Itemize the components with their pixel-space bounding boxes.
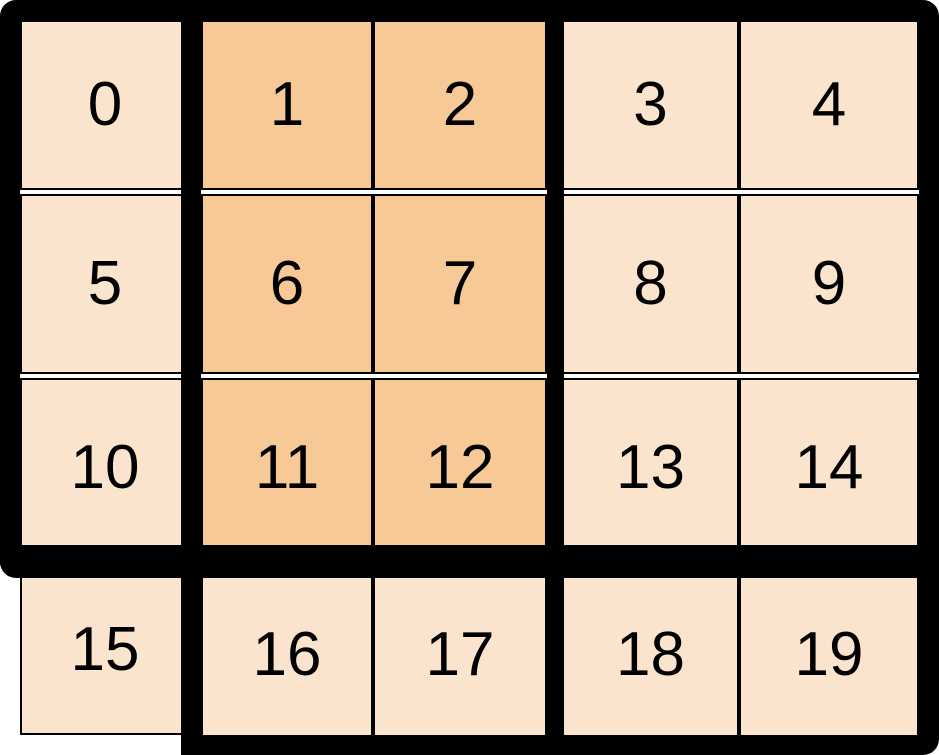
cell-label: 3 xyxy=(633,70,668,139)
grid-cell-5[interactable]: 5 xyxy=(20,194,190,374)
grid-cell-2[interactable]: 2 xyxy=(373,20,547,190)
cell-label: 14 xyxy=(794,433,864,502)
grid-cell-14[interactable]: 14 xyxy=(739,378,919,558)
grid-cell-18[interactable]: 18 xyxy=(562,565,739,745)
grid-cell-4[interactable]: 4 xyxy=(739,20,919,190)
cell-label: 8 xyxy=(633,249,668,318)
grid-cell-3[interactable]: 3 xyxy=(562,20,739,190)
grid-cell-19[interactable]: 19 xyxy=(739,565,919,745)
cell-label: 18 xyxy=(616,620,685,689)
grid-cell-8[interactable]: 8 xyxy=(562,194,739,374)
cell-label: 17 xyxy=(425,620,495,689)
grid-cell-0[interactable]: 0 xyxy=(20,20,190,190)
cell-label: 9 xyxy=(811,249,847,318)
cell-label: 6 xyxy=(269,249,305,318)
cell-label: 15 xyxy=(70,615,140,684)
grid-cell-9[interactable]: 9 xyxy=(739,194,919,374)
cell-label: 5 xyxy=(87,249,123,318)
cell-label: 4 xyxy=(811,70,847,139)
cell-label: 7 xyxy=(442,249,478,318)
cell-label: 19 xyxy=(794,620,864,689)
cell-label: 10 xyxy=(70,433,140,502)
grid-cell-6[interactable]: 6 xyxy=(201,194,373,374)
cell-label: 0 xyxy=(87,70,123,139)
grid-cell-17[interactable]: 17 xyxy=(373,565,547,745)
grid-cell-16[interactable]: 16 xyxy=(201,565,373,745)
grid-cell-12[interactable]: 12 xyxy=(373,378,547,558)
grid-cell-7[interactable]: 7 xyxy=(373,194,547,374)
cell-label: 16 xyxy=(252,620,322,689)
cell-label: 2 xyxy=(442,70,478,139)
cell-label: 13 xyxy=(616,433,685,502)
grid-cell-1[interactable]: 1 xyxy=(201,20,373,190)
cell-label: 1 xyxy=(269,70,305,139)
grid-cell-10[interactable]: 10 xyxy=(20,378,190,558)
cell-label: 11 xyxy=(254,433,320,502)
cell-label: 12 xyxy=(425,433,495,502)
grid-cell-11[interactable]: 11 xyxy=(201,378,373,558)
grid-cell-15[interactable]: 15 xyxy=(20,565,190,735)
grid-cell-13[interactable]: 13 xyxy=(562,378,739,558)
